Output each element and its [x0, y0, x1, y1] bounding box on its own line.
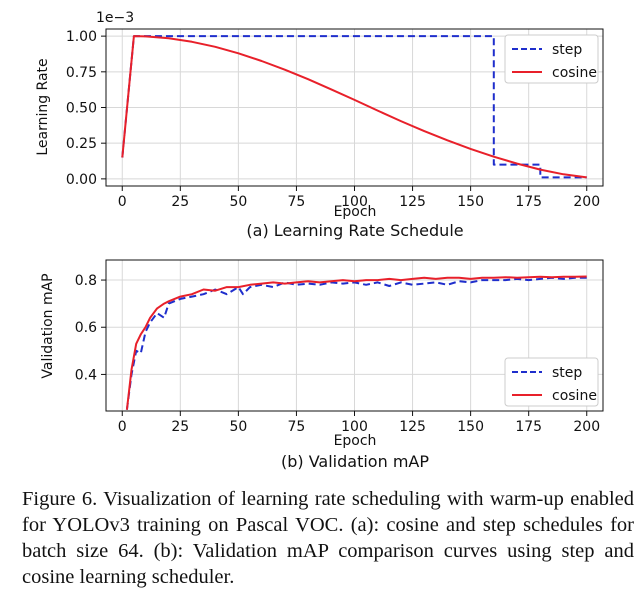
- chart-b-ticks: 0 25 50 75 100 125 150 175 200 0.4 0.6 0.8: [75, 273, 600, 435]
- chart-a-x-tick-label: 125: [399, 194, 426, 210]
- chart-a-axis-multiplier: 1e−3: [96, 10, 134, 26]
- chart-a-x-tick-label: 200: [573, 194, 600, 210]
- chart-a-x-tick-label: 25: [171, 194, 189, 210]
- figure-caption: Figure 6. Visualization of learning rate…: [22, 488, 634, 588]
- chart-a: 0 25 50 75 100 125 150 175 200 0.00 0.25 0.50 0.75 1.…: [35, 10, 604, 240]
- chart-a-x-tick-label: 0: [118, 194, 127, 210]
- chart-a-title: (a) Learning Rate Schedule: [246, 221, 463, 240]
- chart-b-legend-step-label: step: [552, 365, 582, 381]
- chart-a-y-tick-label: 1.00: [66, 29, 97, 45]
- chart-a-y-tick-label: 0.00: [66, 172, 97, 188]
- chart-a-y-tick-label: 0.50: [66, 101, 97, 117]
- chart-b-x-tick-label: 200: [573, 419, 600, 435]
- chart-b-y-tick-label: 0.4: [75, 367, 97, 383]
- chart-b-legend-cosine-label: cosine: [552, 388, 597, 404]
- chart-b-title: (b) Validation mAP: [281, 452, 429, 471]
- chart-b-legend: step cosine: [504, 357, 599, 407]
- chart-a-legend: step cosine: [504, 34, 599, 84]
- chart-a-y-tick-label: 0.75: [66, 65, 97, 81]
- chart-a-x-tick-label: 50: [229, 194, 247, 210]
- chart-b-x-tick-label: 75: [288, 419, 306, 435]
- chart-a-x-tick-label: 175: [515, 194, 542, 210]
- chart-a-x-tick-label: 75: [288, 194, 306, 210]
- chart-a-x-tick-label: 100: [341, 194, 368, 210]
- chart-b-series: [125, 275, 587, 410]
- chart-b-ylabel: Validation mAP: [40, 273, 56, 378]
- chart-a-y-tick-label: 0.25: [66, 136, 97, 152]
- chart-b-x-tick-label: 100: [341, 419, 368, 435]
- chart-b-x-tick-label: 175: [515, 419, 542, 435]
- chart-a-ylabel: Learning Rate: [35, 58, 51, 155]
- figure-charts: 0 25 50 75 100 125 150 175 200 0.00 0.25 0.50 0.75 1.…: [35, 10, 604, 471]
- chart-a-xlabel: Epoch: [334, 204, 377, 220]
- chart-b-series-step: [125, 276, 587, 410]
- chart-b-xlabel: Epoch: [334, 433, 377, 449]
- chart-a-ticks: 0 25 50 75 100 125 150 175 200 0.00 0.25 0.50 0.75 1.…: [66, 29, 600, 210]
- chart-a-x-tick-label: 150: [457, 194, 484, 210]
- chart-a-legend-step-label: step: [552, 42, 582, 58]
- chart-b-x-tick-label: 25: [171, 419, 189, 435]
- chart-b-x-tick-label: 0: [118, 419, 127, 435]
- chart-b-x-tick-label: 50: [229, 419, 247, 435]
- chart-b-x-tick-label: 125: [399, 419, 426, 435]
- chart-b-y-tick-label: 0.6: [75, 320, 97, 336]
- chart-b-grid: [106, 260, 603, 411]
- chart-a-series-cosine: [121, 35, 587, 179]
- chart-b-x-tick-label: 150: [457, 419, 484, 435]
- chart-b-series-cosine: [125, 275, 587, 410]
- chart-a-series: [121, 35, 587, 179]
- chart-b-y-tick-label: 0.8: [75, 273, 97, 289]
- chart-b: 0 25 50 75 100 125 150 175 200 0.4 0.6 0.8 Validati…: [40, 259, 604, 471]
- chart-a-legend-cosine-label: cosine: [552, 65, 597, 81]
